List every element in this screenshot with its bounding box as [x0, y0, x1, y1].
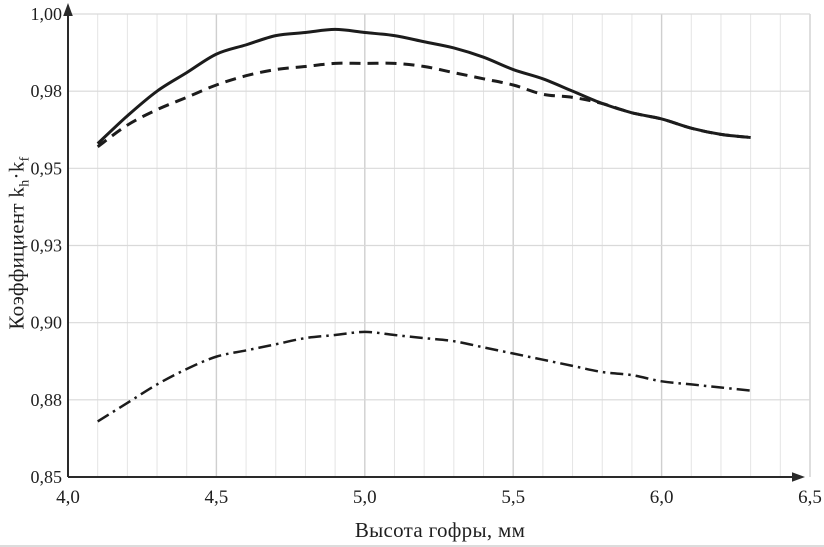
y-axis-title-sub-f: f [17, 156, 33, 162]
x-tick-label: 5,5 [501, 487, 525, 508]
x-tick-label: 5,0 [353, 487, 377, 508]
y-axis-title-text: Коэффициент k [4, 186, 29, 330]
y-tick-label: 0,88 [31, 390, 63, 410]
x-tick-label: 4,0 [56, 487, 80, 508]
x-axis-title: Высота гофры, мм [354, 518, 526, 542]
series-dashed [96, 61, 751, 148]
y-tick-label: 0,85 [31, 467, 63, 487]
series-dash-dot [97, 330, 751, 423]
y-tick-label: 0,98 [31, 81, 63, 101]
y-axis-title-sub-h: h [17, 179, 33, 187]
y-axis-title-dot: ·k [4, 161, 29, 180]
y-tick-label: 0,90 [31, 313, 63, 333]
y-tick-label: 1,00 [31, 4, 63, 24]
x-tick-label: 6,5 [798, 487, 822, 508]
x-tick-label: 4,5 [205, 487, 229, 508]
y-tick-label: 0,93 [31, 236, 63, 256]
x-tick-label: 6,0 [650, 487, 674, 508]
y-tick-label: 0,95 [31, 158, 63, 178]
x-axis-arrowhead [792, 472, 805, 482]
y-axis-title: Коэффициент kh·kf [4, 156, 33, 330]
y-axis-arrowhead [63, 3, 73, 16]
